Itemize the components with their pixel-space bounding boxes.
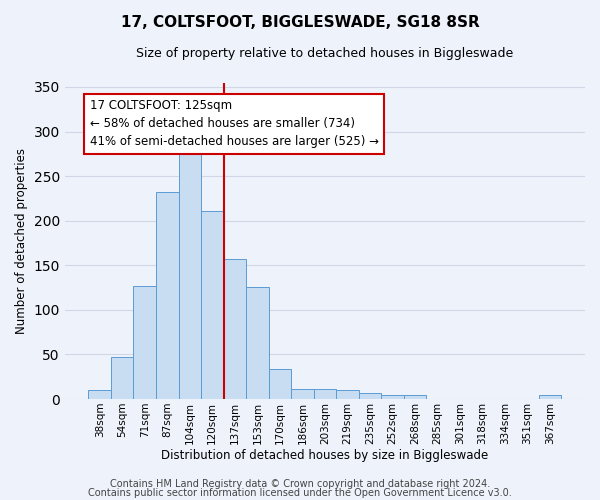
Bar [88, 390, 111, 399]
X-axis label: Distribution of detached houses by size in Biggleswade: Distribution of detached houses by size … [161, 450, 488, 462]
Bar [314, 389, 336, 399]
Bar [291, 389, 314, 399]
Bar [404, 394, 426, 399]
Bar [111, 357, 133, 399]
Text: Contains public sector information licensed under the Open Government Licence v3: Contains public sector information licen… [88, 488, 512, 498]
Text: 17 COLTSFOOT: 125sqm
← 58% of detached houses are smaller (734)
41% of semi-deta: 17 COLTSFOOT: 125sqm ← 58% of detached h… [89, 100, 379, 148]
Text: Contains HM Land Registry data © Crown copyright and database right 2024.: Contains HM Land Registry data © Crown c… [110, 479, 490, 489]
Bar [201, 211, 224, 399]
Y-axis label: Number of detached properties: Number of detached properties [15, 148, 28, 334]
Bar [269, 368, 291, 399]
Bar [133, 286, 156, 399]
Bar [336, 390, 359, 399]
Bar [539, 396, 562, 399]
Bar [246, 286, 269, 399]
Bar [156, 192, 179, 399]
Title: Size of property relative to detached houses in Biggleswade: Size of property relative to detached ho… [136, 48, 514, 60]
Text: 17, COLTSFOOT, BIGGLESWADE, SG18 8SR: 17, COLTSFOOT, BIGGLESWADE, SG18 8SR [121, 15, 479, 30]
Bar [359, 393, 381, 399]
Bar [381, 394, 404, 399]
Bar [179, 146, 201, 399]
Bar [224, 259, 246, 399]
